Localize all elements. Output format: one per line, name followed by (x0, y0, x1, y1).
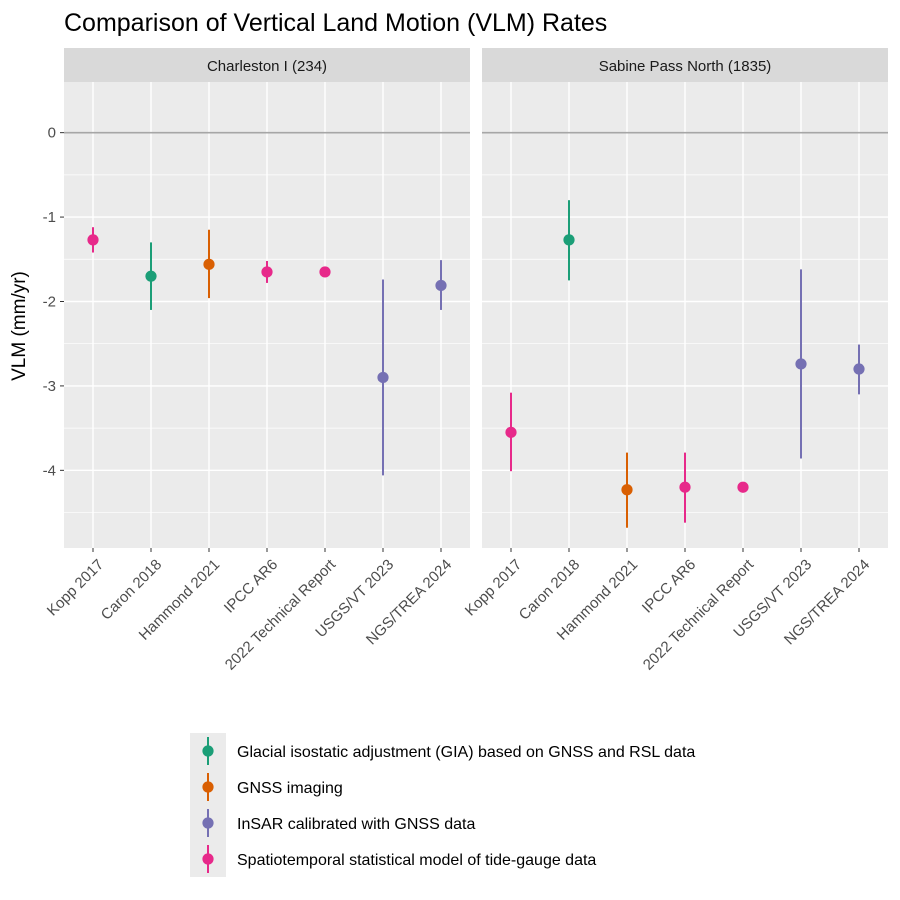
y-tick-label: -1 (43, 209, 56, 226)
y-axis-title: VLM (mm/yr) (9, 271, 30, 381)
point-marker (737, 481, 749, 493)
data-point-ipcc-ar6 (261, 260, 273, 283)
facet-strip-label: Charleston I (234) (207, 58, 327, 75)
point-marker (795, 358, 807, 370)
legend-item-4: Spatiotemporal statistical model of tide… (202, 845, 596, 873)
data-point-ipcc-ar6 (679, 452, 691, 523)
point-marker (261, 266, 273, 278)
facet-strip (64, 48, 470, 82)
facet-strip (482, 48, 888, 82)
point-marker (679, 481, 691, 493)
point-marker (505, 426, 517, 438)
point-marker (853, 363, 865, 375)
data-point-usgs-vt-2023 (377, 279, 389, 476)
point-marker (145, 270, 157, 282)
y-tick-label: 0 (48, 125, 56, 142)
legend-label: InSAR calibrated with GNSS data (237, 816, 475, 833)
legend-key-point (202, 745, 214, 757)
point-marker (377, 371, 389, 384)
legend-label: Spatiotemporal statistical model of tide… (237, 852, 596, 869)
y-tick-label: -4 (43, 462, 56, 479)
data-point-usgs-vt-2023 (795, 269, 807, 459)
data-point-hammond-2021 (203, 229, 215, 299)
data-point-ngs-trea-2024 (435, 260, 447, 310)
data-point-caron-2018 (563, 200, 575, 281)
data-point-ngs-trea-2024 (853, 344, 865, 395)
legend-key-point (202, 781, 214, 793)
facet-strip-label: Sabine Pass North (1835) (599, 58, 772, 75)
legend-item-2: GNSS imaging (202, 773, 343, 801)
legend-key-point (202, 817, 214, 829)
data-point-caron-2018 (145, 242, 157, 310)
legend-item-1: Glacial isostatic adjustment (GIA) based… (202, 737, 695, 765)
legend-key-point (202, 853, 214, 865)
legend-label: GNSS imaging (237, 780, 343, 797)
data-point-hammond-2021 (621, 452, 633, 528)
point-marker (621, 484, 633, 496)
point-marker (435, 279, 447, 292)
data-point-kopp-2017 (505, 392, 517, 472)
legend: Glacial isostatic adjustment (GIA) based… (190, 733, 695, 877)
point-marker (87, 234, 99, 246)
chart-title: Comparison of Vertical Land Motion (VLM)… (64, 9, 607, 37)
y-axis: 0 -1 -2 -3 -4 (43, 125, 64, 479)
data-point-kopp-2017 (87, 227, 99, 253)
data-point-2022-technical-report (319, 266, 331, 278)
legend-item-3: InSAR calibrated with GNSS data (202, 809, 475, 837)
point-marker (319, 266, 331, 278)
legend-label: Glacial isostatic adjustment (GIA) based… (237, 744, 695, 761)
y-tick-label: -3 (43, 378, 56, 395)
point-marker (203, 258, 215, 270)
point-marker (563, 234, 575, 246)
data-point-2022-technical-report (737, 481, 749, 493)
y-tick-label: -2 (43, 293, 56, 310)
